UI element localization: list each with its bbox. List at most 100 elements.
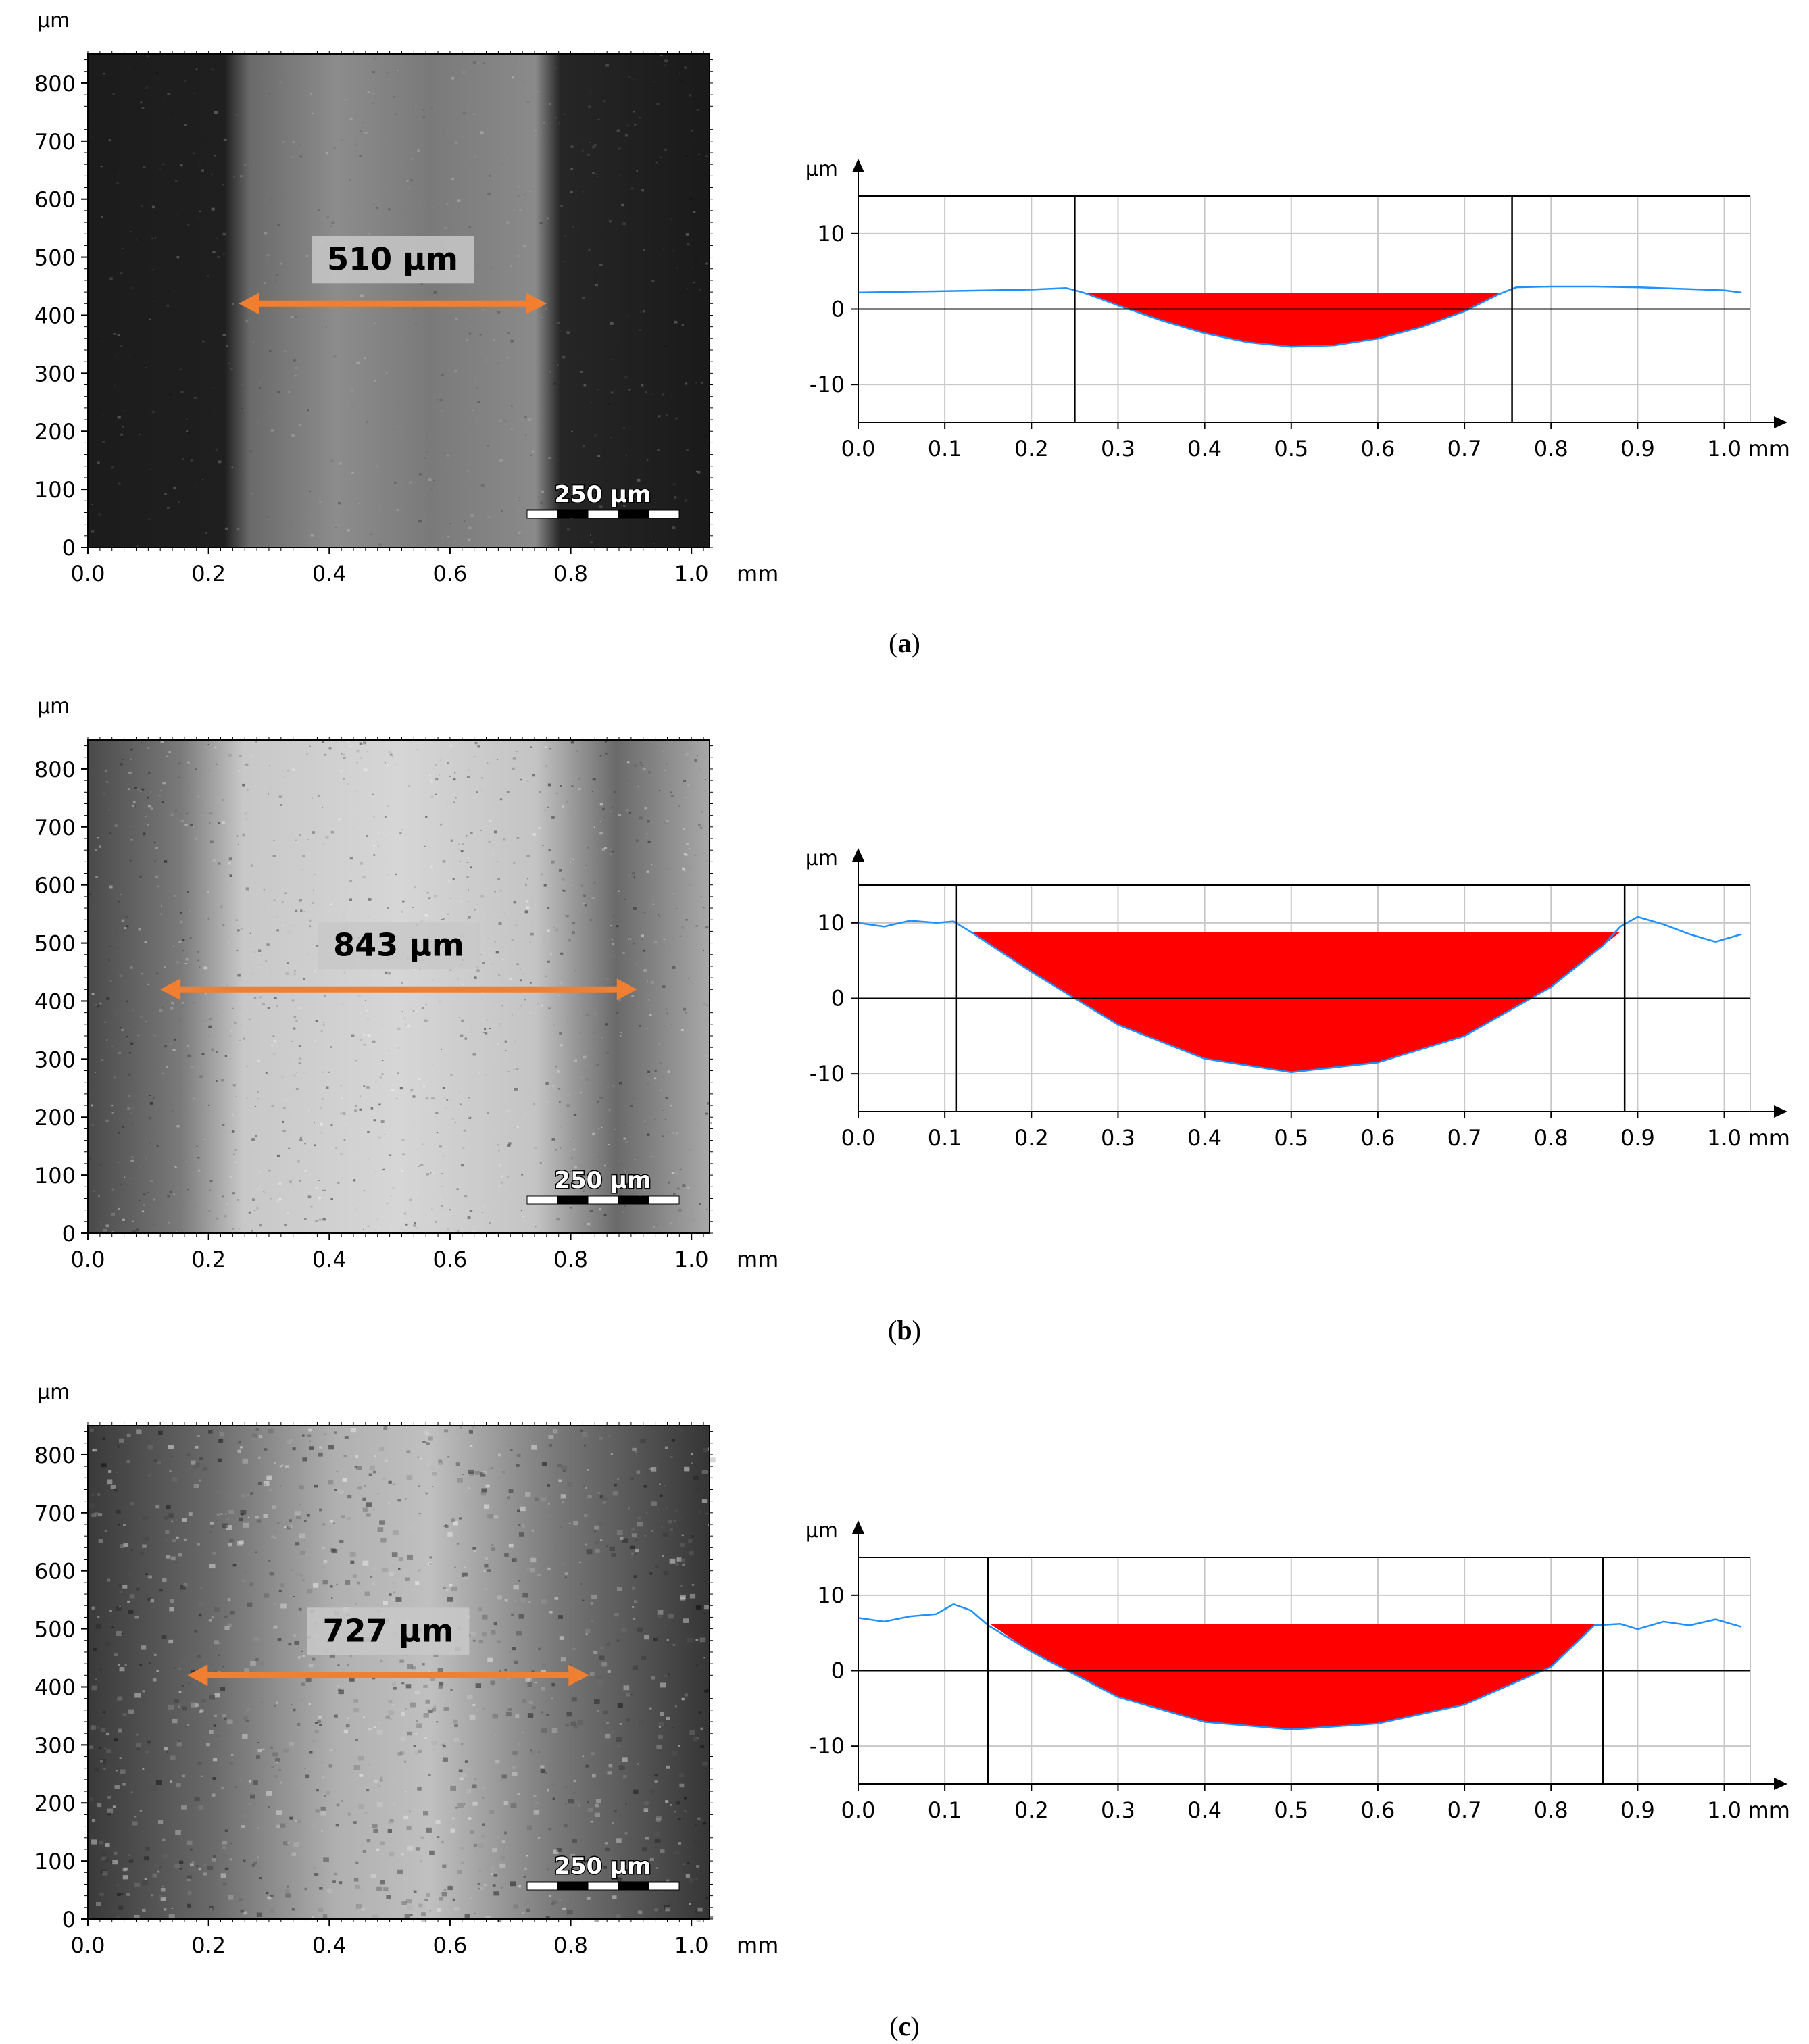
width-arrow-head-left xyxy=(160,978,181,1001)
y-tick-label: 700 xyxy=(34,129,76,155)
width-arrow-head-right xyxy=(568,1664,589,1687)
profile-line xyxy=(858,285,1742,348)
x-tick-label: 0.6 xyxy=(1360,1125,1395,1151)
x-tick-label: 0.8 xyxy=(1534,436,1568,462)
x-tick-label: 0.2 xyxy=(191,1247,226,1272)
x-tick-label: 0.8 xyxy=(1534,1797,1568,1823)
caption-label-a: a xyxy=(897,628,912,658)
x-tick-label: 0.6 xyxy=(432,1933,467,1958)
wear-area-fill xyxy=(989,1624,1604,1730)
x-tick-label: 0.4 xyxy=(312,1933,347,1958)
x-tick-label: 0.1 xyxy=(928,1797,962,1823)
y-tick-label: -10 xyxy=(810,372,845,397)
x-axis-arrow xyxy=(1774,1105,1787,1118)
y-tick-label: 700 xyxy=(34,1501,76,1526)
y-tick-label: 300 xyxy=(34,1733,76,1758)
y-unit-label: µm xyxy=(37,9,70,32)
y-axis-arrow xyxy=(852,159,864,172)
y-tick-label: 700 xyxy=(34,815,76,841)
y-axis-arrow xyxy=(852,848,864,862)
y-tick-label: 10 xyxy=(817,221,845,247)
x-tick-label: 0.8 xyxy=(553,561,588,587)
caption-b: (b) xyxy=(888,1315,921,1345)
micrograph-frame xyxy=(87,53,710,548)
panel-c: 0 100 200 300 400 500 600 700 800 µm 0.0 0.2 0.4 0.6 0… xyxy=(0,1358,1809,2041)
profile-chart-b: 0.0 0.1 0.2 0.3 0.4 0.5 0.6 0.7 0.8 0.9 1.0 mm 10 0 -1… xyxy=(806,847,1790,1151)
width-label-box xyxy=(307,1607,470,1655)
x-tick-label: 0.2 xyxy=(1014,1125,1049,1151)
wear-width-label: 843 µm xyxy=(333,926,464,963)
x-tick-label: 0.0 xyxy=(71,1933,105,1958)
y-tick-label: 0 xyxy=(831,986,845,1012)
x-tick-label: 0.8 xyxy=(1534,1125,1568,1151)
scale-bar xyxy=(526,509,680,519)
x-tick-label: 1.0 xyxy=(674,561,709,587)
x-axis-label: mm xyxy=(1748,1125,1790,1151)
profile-chart-a: 0.0 0.1 0.2 0.3 0.4 0.5 0.6 0.7 0.8 0.9 1.0 mm 10 0 -1… xyxy=(806,157,1790,462)
x-axis-arrow xyxy=(1774,1778,1787,1790)
y-axis-arrow xyxy=(852,1520,864,1534)
micrograph-frame xyxy=(87,1425,710,1920)
micrograph-c: 0 100 200 300 400 500 600 700 800 µm 0.0 0.2 0.4 0.6 0… xyxy=(34,1380,778,1958)
x-unit-label: mm xyxy=(737,561,778,587)
micrograph-texture xyxy=(88,740,712,1235)
y-tick-label: 0 xyxy=(62,1221,76,1247)
x-tick-label: 0.7 xyxy=(1447,436,1482,462)
caption-c: (c) xyxy=(889,2011,920,2041)
y-tick-label: 300 xyxy=(34,361,76,387)
panel-b: 0 100 200 300 400 500 600 700 800 µm 0.0 0.2 0.4 0.6 0… xyxy=(0,676,1809,1351)
x-tick-label: 0.4 xyxy=(312,561,347,587)
y-tick-label: -10 xyxy=(810,1733,845,1759)
x-tick-label: 0.0 xyxy=(71,561,105,587)
y-tick-label: 300 xyxy=(34,1047,76,1072)
x-tick-label: 0.9 xyxy=(1620,1797,1655,1823)
x-tick-label: 0.5 xyxy=(1274,436,1308,462)
micrograph-texture xyxy=(88,54,710,547)
x-tick-label: 0.3 xyxy=(1101,1797,1135,1823)
y-tick-label: 800 xyxy=(34,757,76,782)
wear-area-fill xyxy=(1083,293,1500,347)
width-arrow-head-left xyxy=(187,1664,208,1687)
y-tick-label: 0 xyxy=(62,1907,76,1933)
width-label-box xyxy=(318,922,480,970)
x-tick-label: 0.6 xyxy=(1360,1797,1395,1823)
x-tick-label: 0.8 xyxy=(553,1247,588,1272)
micrograph-a: 0 100 200 300 400 500 600 700 800 µm 0.0 0.2 0.4 0.6 0… xyxy=(34,9,778,587)
scale-bar xyxy=(526,1881,680,1891)
y-tick-label: 100 xyxy=(34,1163,76,1189)
profile-line xyxy=(858,916,1742,1074)
width-arrow-head-right xyxy=(616,978,637,1001)
wear-width-label: 510 µm xyxy=(327,241,458,277)
x-axis-label: mm xyxy=(1748,436,1790,462)
y-tick-label: 10 xyxy=(817,1582,845,1608)
x-tick-label: 0.0 xyxy=(841,1125,876,1151)
width-arrow-head-right xyxy=(526,293,547,315)
y-tick-label: 10 xyxy=(817,910,845,936)
caption-a: (a) xyxy=(889,628,920,658)
x-tick-label: 0.4 xyxy=(1187,1125,1222,1151)
width-arrow-head-left xyxy=(239,293,259,315)
x-tick-label: 0.6 xyxy=(432,1247,467,1272)
y-tick-label: 400 xyxy=(34,303,76,328)
x-tick-label: 1.0 xyxy=(1707,1797,1741,1823)
caption-label-b: b xyxy=(897,1315,912,1345)
x-tick-label: 0.2 xyxy=(191,561,226,587)
x-tick-label: 0.2 xyxy=(1014,1797,1049,1823)
y-tick-label: 0 xyxy=(831,297,845,322)
y-tick-label: 800 xyxy=(34,71,76,97)
y-tick-label: 500 xyxy=(34,245,76,271)
y-tick-label: 100 xyxy=(34,1849,76,1874)
x-tick-label: 0.0 xyxy=(841,436,876,462)
x-tick-label: 0.9 xyxy=(1620,1125,1655,1151)
x-tick-label: 0.1 xyxy=(928,1125,962,1151)
scale-bar xyxy=(526,1195,680,1205)
profile-chart-c: 0.0 0.1 0.2 0.3 0.4 0.5 0.6 0.7 0.8 0.9 1.0 mm 10 0 -1… xyxy=(806,1519,1790,1823)
panel-a: 0 100 200 300 400 500 600 700 800 µm 0.0 0.2 0.4 0.6 0… xyxy=(0,0,1809,658)
x-tick-label: 0.4 xyxy=(312,1247,347,1272)
x-tick-label: 0.4 xyxy=(1187,1797,1222,1823)
wear-area-fill xyxy=(958,932,1620,1072)
x-tick-label: 0.7 xyxy=(1447,1797,1482,1823)
x-unit-label: mm xyxy=(737,1933,778,1958)
x-tick-label: 0.4 xyxy=(1187,436,1222,462)
y-tick-label: 100 xyxy=(34,477,76,503)
